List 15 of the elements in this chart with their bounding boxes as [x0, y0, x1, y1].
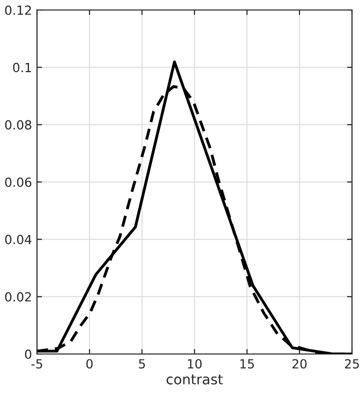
x-tick-label: 25	[344, 359, 359, 369]
x-tick-label: 20	[292, 359, 307, 369]
x-tick-label: 5	[138, 359, 145, 369]
y-tick-label: 0.04	[5, 234, 32, 244]
x-tick-label: 10	[188, 359, 202, 369]
x-tick-label: 0	[86, 359, 93, 369]
x-tick-label: 15	[240, 359, 254, 369]
x-tick-label: -5	[31, 359, 42, 369]
y-tick-label: 0.1	[13, 62, 31, 72]
y-tick-label: 0.12	[5, 5, 31, 15]
y-tick-label: 0.08	[5, 120, 32, 130]
x-axis-title: contrast	[166, 374, 223, 384]
y-tick-label: 0.02	[5, 292, 31, 302]
y-tick-label: 0	[25, 349, 32, 359]
y-tick-label: 0.06	[5, 177, 32, 187]
